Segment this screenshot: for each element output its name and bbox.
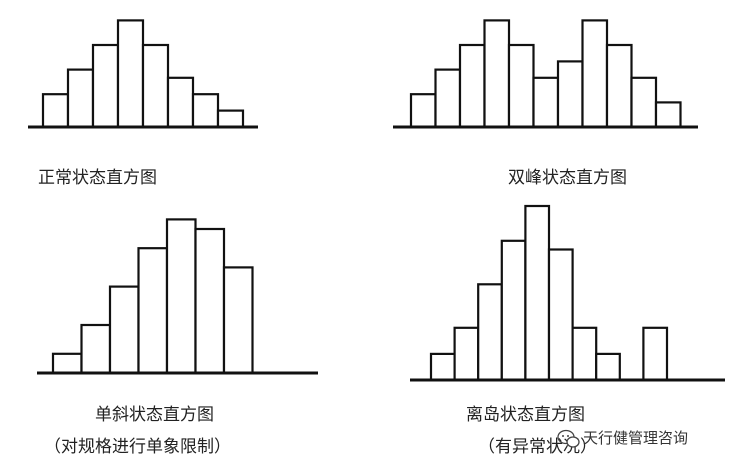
normal-bar-2 <box>66 68 95 129</box>
bimodal-bar-8 <box>581 19 609 129</box>
island-bar-5 <box>524 204 551 382</box>
bimodal-bar-6 <box>532 76 560 129</box>
normal-bar-6 <box>166 76 195 129</box>
wechat-icon <box>557 429 580 448</box>
skewed-bar-4 <box>137 247 169 375</box>
bimodal-bar-5 <box>507 43 535 129</box>
watermark: 天行健管理咨询 <box>557 429 688 448</box>
island-bar-8 <box>595 352 621 382</box>
island-bar-3 <box>477 283 503 382</box>
island-bar-4 <box>500 239 527 382</box>
skewed-bar-2 <box>80 323 112 375</box>
island-histogram <box>410 204 725 382</box>
bimodal-bar-7 <box>556 60 584 129</box>
skewed-bar-5 <box>165 218 197 375</box>
normal-bar-7 <box>191 93 220 129</box>
skewed-bar-3 <box>108 285 140 375</box>
bimodal-bar-4 <box>483 19 511 129</box>
bimodal-bar-3 <box>458 43 486 129</box>
island-bar-6 <box>547 248 574 382</box>
watermark-text: 天行健管理咨询 <box>583 429 688 447</box>
skewed-bar-1 <box>51 352 83 375</box>
island-bar-10 <box>642 326 669 382</box>
island-histogram-title: 离岛状态直方图 <box>466 405 585 425</box>
normal-bar-3 <box>91 43 120 129</box>
bimodal-bar-2 <box>434 68 462 129</box>
skewed-histogram-title: 单斜状态直方图 <box>95 405 214 425</box>
bimodal-histogram-title: 双峰状态直方图 <box>508 168 627 188</box>
bimodal-bar-11 <box>654 101 682 129</box>
normal-bar-4 <box>116 19 145 129</box>
bimodal-histogram <box>393 19 698 129</box>
normal-bar-5 <box>141 43 170 129</box>
normal-bar-1 <box>41 93 70 129</box>
normal-histogram-title: 正常状态直方图 <box>38 168 157 188</box>
normal-bar-8 <box>216 109 245 129</box>
skewed-bar-6 <box>194 227 226 375</box>
island-bar-2 <box>453 326 480 382</box>
bimodal-bar-9 <box>605 43 633 129</box>
island-bar-7 <box>571 326 598 382</box>
skewed-histogram-subtitle: （对规格进行单象限制） <box>44 437 231 457</box>
bimodal-bar-1 <box>409 93 437 129</box>
skewed-histogram <box>37 218 318 375</box>
skewed-bar-7 <box>222 266 254 375</box>
island-bar-1 <box>429 352 456 382</box>
bimodal-bar-10 <box>630 76 658 129</box>
normal-histogram <box>28 19 258 129</box>
